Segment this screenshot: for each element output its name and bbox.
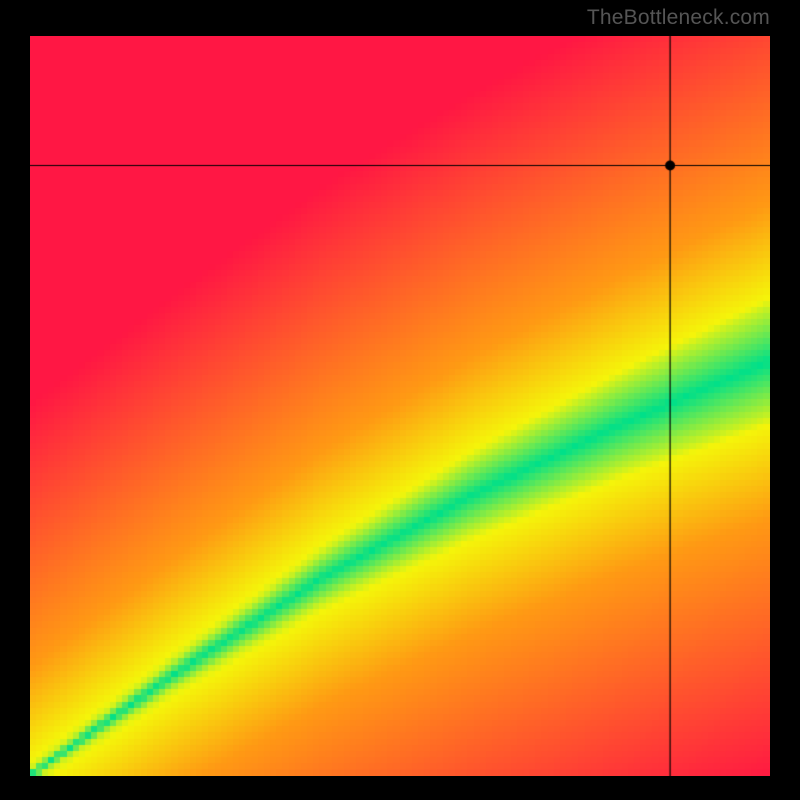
figure-container: TheBottleneck.com (0, 0, 800, 800)
heatmap-canvas (30, 36, 770, 776)
attribution-label: TheBottleneck.com (587, 6, 770, 30)
heatmap-plot (30, 36, 770, 776)
